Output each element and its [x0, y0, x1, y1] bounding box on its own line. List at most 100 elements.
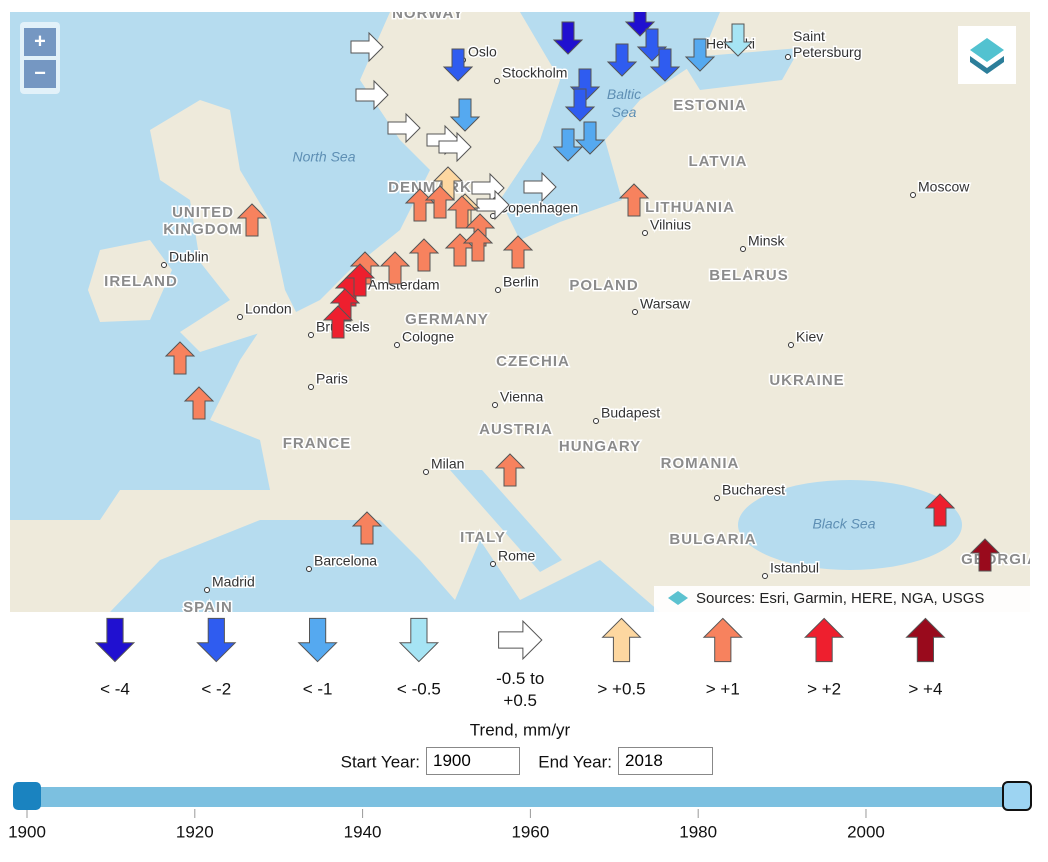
city-dot: [490, 561, 496, 567]
end-handle[interactable]: [1002, 781, 1032, 811]
city-label: Saint Petersburg: [793, 28, 861, 60]
trend-arrow: [564, 88, 596, 122]
city-label: Moscow: [918, 179, 970, 195]
trend-arrow: [649, 48, 681, 82]
trend-arrow: [624, 12, 656, 37]
trend-arrow: [969, 538, 1001, 572]
trend-arrow: [523, 171, 557, 203]
legend-arrow: [702, 617, 743, 663]
city-dot: [642, 230, 648, 236]
trend-arrow: [404, 188, 436, 222]
city-label: Vilnius: [650, 217, 691, 233]
trend-arrow: [387, 112, 421, 144]
city-label: Amsterdam: [368, 277, 440, 293]
city-dot: [306, 566, 312, 572]
slider-track: [27, 787, 1017, 807]
country-label: LATVIA: [688, 153, 747, 170]
trend-arrow: [355, 79, 389, 111]
trend-arrow: [164, 341, 196, 375]
city-label: Rome: [498, 548, 536, 564]
legend-arrow: [196, 617, 237, 663]
legend-title: Trend, mm/yr: [470, 720, 571, 739]
legend-label: -0.5 to +0.5: [496, 669, 544, 710]
legend-label: > +0.5: [597, 679, 645, 698]
legend-arrow: [601, 617, 642, 663]
land: [150, 100, 300, 352]
map[interactable]: NORWAY ESTONIA LATVIA UNITED KINGDOM DENMARK L…: [10, 4, 1039, 616]
city-dot: [161, 262, 167, 268]
trend-arrow: [552, 128, 584, 162]
start-handle[interactable]: [13, 782, 41, 810]
sea-label: North Sea: [292, 149, 355, 165]
city-dot: [785, 54, 791, 60]
city-dot: [714, 495, 720, 501]
city-label: Warsaw: [640, 296, 691, 312]
trend-arrow: [442, 48, 474, 82]
country-label: CZECHIA: [496, 353, 570, 370]
slider-tick-label: 1940: [344, 822, 382, 841]
trend-arrow: [494, 453, 526, 487]
slider-tick-label: 1980: [679, 822, 717, 841]
country-label: ESTONIA: [673, 97, 746, 114]
city-dot: [204, 587, 210, 593]
trend-arrow: [476, 189, 510, 221]
city-dot: [308, 384, 314, 390]
city-label: Berlin: [503, 274, 539, 290]
trend-arrow: [449, 98, 481, 132]
legend-arrow: [905, 617, 946, 663]
trend-arrow: [606, 43, 638, 77]
country-label: BELARUS: [709, 267, 789, 284]
legend-arrow: [398, 617, 440, 663]
city-label: Paris: [316, 371, 348, 387]
country-label: GEORGIA: [961, 551, 1039, 568]
trend-arrow: [379, 251, 411, 285]
land: [88, 240, 172, 322]
city-label: London: [245, 301, 292, 317]
zoom-out[interactable]: [24, 60, 56, 88]
city-dot: [910, 192, 916, 198]
city-label: Cologne: [402, 329, 454, 345]
country-label: ROMANIA: [661, 455, 740, 472]
city-dot: [762, 573, 768, 579]
zoom-in[interactable]: [24, 28, 56, 56]
trend-arrow: [183, 386, 215, 420]
legend-arrow: [297, 617, 338, 663]
country-label: SPAIN: [183, 599, 233, 616]
sea-label: Black Sea: [812, 516, 875, 532]
country-label: HUNGARY: [559, 438, 641, 455]
city-dot: [494, 78, 500, 84]
city-label: Bucharest: [722, 482, 785, 498]
slider-tick-label: 2000: [847, 822, 885, 841]
trend-arrow: [438, 131, 472, 163]
legend-label: < -4: [100, 679, 130, 698]
city-dot: [495, 287, 501, 293]
city-label: Kiev: [796, 329, 823, 345]
city-label: Barcelona: [314, 553, 377, 569]
city-label: Milan: [431, 456, 464, 472]
legend-label: < -2: [201, 679, 231, 698]
legend-label: > +2: [807, 679, 841, 698]
end-year-input[interactable]: [618, 747, 713, 775]
start-label: Start Year:: [341, 752, 420, 771]
city-dot: [492, 402, 498, 408]
city-dot: [593, 418, 599, 424]
city-dot: [788, 342, 794, 348]
trend-arrow: [408, 238, 440, 272]
city-dot: [394, 342, 400, 348]
city-label: Stockholm: [502, 65, 567, 81]
city-label: Istanbul: [770, 560, 819, 576]
trend-arrow: [350, 31, 384, 63]
sea: [738, 480, 962, 570]
city-dot: [308, 332, 314, 338]
trend-arrow: [722, 23, 754, 57]
start-year-input[interactable]: [426, 747, 520, 775]
esri-icon: [668, 591, 688, 605]
trend-arrow: [344, 263, 376, 297]
country-label: GERMANY: [405, 311, 489, 328]
zoom-out-label: −: [34, 62, 46, 84]
city-label: Madrid: [212, 574, 255, 590]
trend-arrow: [322, 305, 354, 339]
legend-label: < -1: [303, 679, 333, 698]
